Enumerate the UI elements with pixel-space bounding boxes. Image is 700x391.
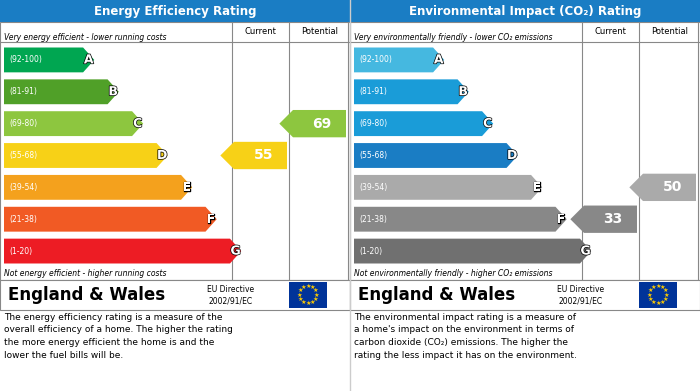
Text: (92-100): (92-100) [9,56,42,65]
Bar [289,282,327,308]
Text: ★: ★ [651,300,657,305]
Text: ★: ★ [659,300,665,305]
Text: F: F [557,213,566,226]
Text: (39-54): (39-54) [9,183,37,192]
Text: Potential: Potential [301,27,338,36]
Text: ★: ★ [314,292,319,298]
Text: ★: ★ [662,288,668,293]
Text: ★: ★ [662,297,668,302]
Text: ★: ★ [298,288,304,293]
Polygon shape [4,111,143,136]
Text: ★: ★ [301,300,307,305]
Text: ★: ★ [309,300,315,305]
Text: 55: 55 [253,149,273,163]
Text: Current: Current [244,27,276,36]
Polygon shape [570,206,637,233]
Polygon shape [354,239,592,264]
Text: (21-38): (21-38) [9,215,37,224]
Text: Very energy efficient - lower running costs: Very energy efficient - lower running co… [4,33,167,42]
Bar [350,0,700,22]
Polygon shape [4,47,94,72]
Text: ★: ★ [655,284,661,289]
Text: EU Directive
2002/91/EC: EU Directive 2002/91/EC [557,285,605,305]
Text: (81-91): (81-91) [9,87,37,96]
Polygon shape [354,175,542,200]
Polygon shape [354,207,567,231]
Polygon shape [4,239,241,264]
Text: 50: 50 [662,180,682,194]
Text: ★: ★ [305,301,311,306]
Text: ★: ★ [647,292,652,298]
Text: 69: 69 [313,117,332,131]
Text: (55-68): (55-68) [9,151,37,160]
Text: (69-80): (69-80) [359,119,387,128]
Text: B: B [108,85,118,98]
Text: England & Wales: England & Wales [358,286,515,304]
Text: Not environmentally friendly - higher CO₂ emissions: Not environmentally friendly - higher CO… [354,269,552,278]
Text: ★: ★ [301,285,307,290]
Text: ★: ★ [297,292,302,298]
Text: 33: 33 [603,212,623,226]
Polygon shape [4,79,119,104]
Text: (1-20): (1-20) [9,247,32,256]
Text: ★: ★ [648,288,654,293]
Text: F: F [207,213,216,226]
Text: A: A [434,54,444,66]
Text: The environmental impact rating is a measure of
a home's impact on the environme: The environmental impact rating is a mea… [354,313,577,359]
Text: (69-80): (69-80) [9,119,37,128]
Text: G: G [580,245,591,258]
Text: Very environmentally friendly - lower CO₂ emissions: Very environmentally friendly - lower CO… [354,33,552,42]
Polygon shape [354,143,518,168]
Bar [350,280,700,310]
Polygon shape [4,175,192,200]
Text: (1-20): (1-20) [359,247,382,256]
Text: D: D [157,149,167,162]
Polygon shape [629,174,696,201]
Text: ★: ★ [648,297,654,302]
Text: E: E [533,181,541,194]
Text: (81-91): (81-91) [359,87,387,96]
Text: ★: ★ [309,285,315,290]
Text: Potential: Potential [651,27,688,36]
Text: (39-54): (39-54) [359,183,387,192]
Text: ★: ★ [312,297,318,302]
Text: The energy efficiency rating is a measure of the
overall efficiency of a home. T: The energy efficiency rating is a measur… [4,313,233,359]
Text: D: D [507,149,517,162]
Text: Not energy efficient - higher running costs: Not energy efficient - higher running co… [4,269,167,278]
Polygon shape [354,79,469,104]
Text: E: E [183,181,191,194]
Bar [350,22,700,280]
Text: B: B [458,85,468,98]
Text: ★: ★ [305,284,311,289]
Polygon shape [354,47,444,72]
Text: ★: ★ [655,301,661,306]
Polygon shape [354,111,493,136]
Text: G: G [230,245,241,258]
Text: England & Wales: England & Wales [8,286,165,304]
Text: (55-68): (55-68) [359,151,387,160]
Text: ★: ★ [659,285,665,290]
Polygon shape [220,142,287,169]
Text: (21-38): (21-38) [359,215,387,224]
Text: Energy Efficiency Rating: Energy Efficiency Rating [94,5,256,18]
Text: Current: Current [594,27,626,36]
Polygon shape [4,143,168,168]
Text: ★: ★ [651,285,657,290]
Text: (92-100): (92-100) [359,56,392,65]
Text: ★: ★ [298,297,304,302]
Text: EU Directive
2002/91/EC: EU Directive 2002/91/EC [207,285,255,305]
Bar [0,22,350,280]
Text: A: A [84,54,94,66]
Text: C: C [483,117,492,130]
Text: Environmental Impact (CO₂) Rating: Environmental Impact (CO₂) Rating [409,5,641,18]
Polygon shape [4,207,217,231]
Bar [0,0,350,22]
Bar [0,280,350,310]
Polygon shape [279,110,346,137]
Text: ★: ★ [664,292,669,298]
Text: ★: ★ [312,288,318,293]
Bar [639,282,677,308]
Text: C: C [133,117,142,130]
